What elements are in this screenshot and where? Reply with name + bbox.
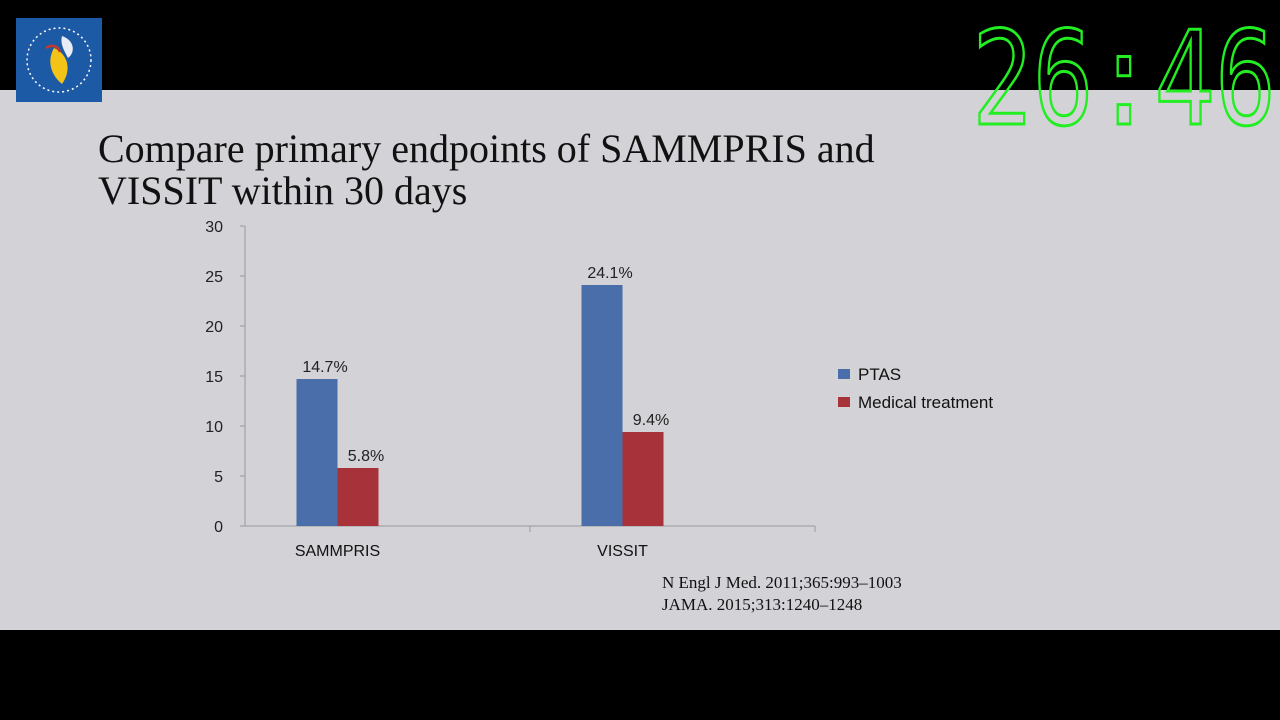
reference-2: JAMA. 2015;313:1240–1248 [662,595,863,614]
timer-text: 26:46 [972,8,1276,136]
bar-medical-treatment-sammpris [337,468,379,526]
slide-title-line-2: VISSIT within 30 days [98,168,468,213]
timer-display: 26:46 [971,8,1278,136]
data-label: 14.7% [302,359,347,376]
data-label: 5.8% [348,448,384,465]
reference-1: N Engl J Med. 2011;365:993–1003 [662,573,902,592]
logo-icon [26,27,92,93]
x-tick-label: VISSIT [597,543,648,560]
y-tick-label: 15 [205,369,223,386]
legend-swatch-ptas [838,369,850,379]
legend-label-ptas: PTAS [858,365,901,384]
y-tick-label: 5 [214,469,223,486]
bar-ptas-vissit [581,285,623,526]
references: N Engl J Med. 2011;365:993–1003 JAMA. 20… [662,572,902,616]
slide-background [0,90,1280,630]
y-tick-label: 0 [214,519,223,536]
data-label: 24.1% [587,265,632,282]
legend-swatch-medical-treatment [838,397,850,407]
data-label: 9.4% [633,412,669,429]
y-tick-label: 20 [205,319,223,336]
x-tick-label: SAMMPRIS [295,543,380,560]
slide-title: Compare primary endpoints of SAMMPRIS an… [98,128,875,212]
y-tick-label: 25 [205,269,223,286]
bar-ptas-sammpris [296,379,338,526]
legend-label-medical-treatment: Medical treatment [858,393,993,412]
bar-medical-treatment-vissit [622,432,664,526]
y-tick-label: 10 [205,419,223,436]
neuro-intervention-logo [16,18,102,102]
slide-title-line-1: Compare primary endpoints of SAMMPRIS an… [98,126,875,171]
countdown-timer: 26:46 [968,8,1280,136]
y-tick-label: 30 [205,219,223,236]
